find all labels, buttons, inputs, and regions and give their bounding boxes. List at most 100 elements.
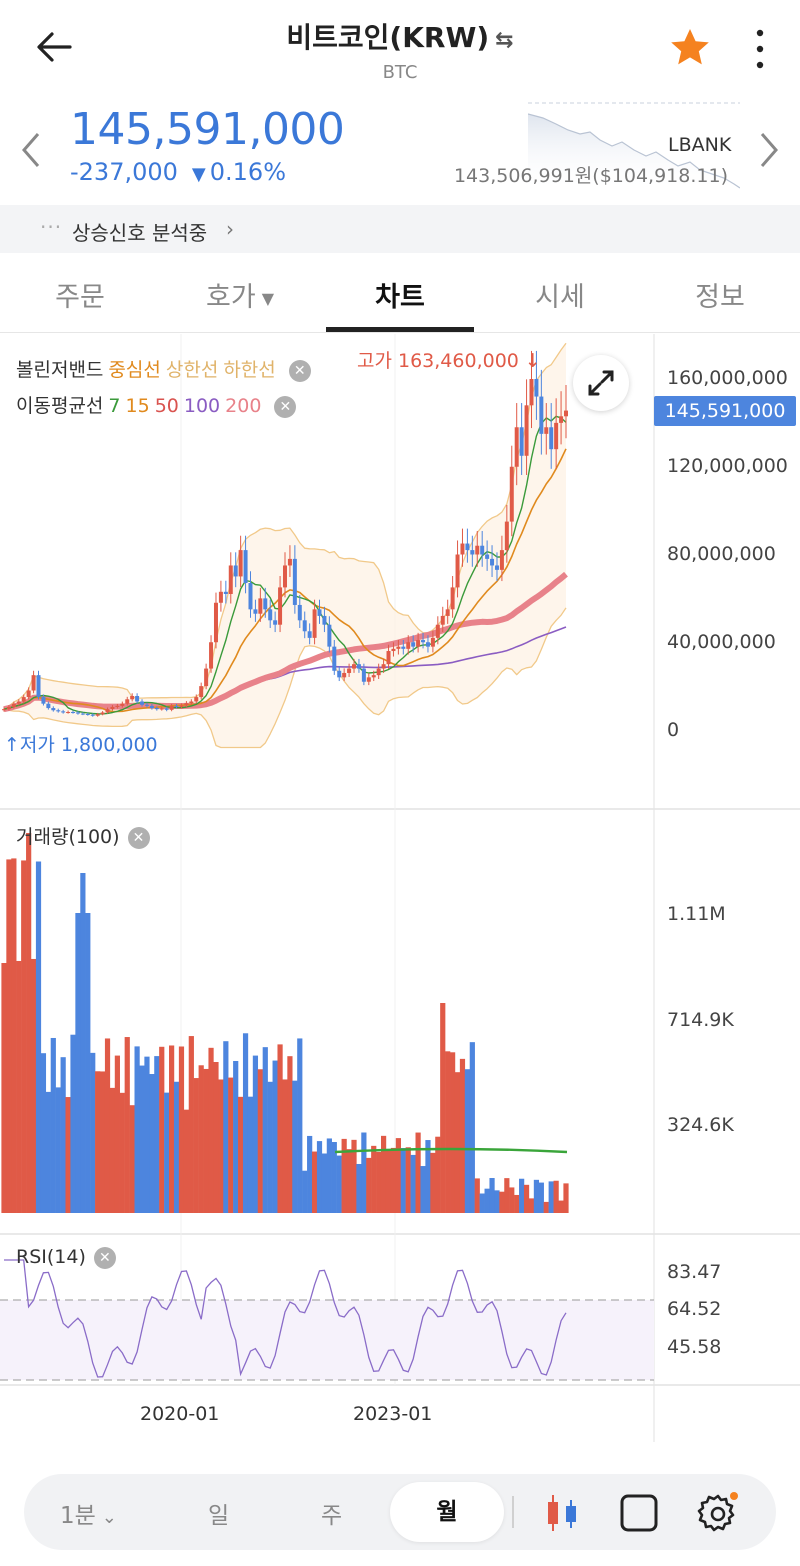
back-arrow-icon[interactable] — [30, 22, 80, 72]
tab-orderbook-label: 호가 — [206, 282, 256, 313]
candlestick-type-icon[interactable] — [542, 1492, 584, 1534]
candle-body — [455, 554, 460, 588]
candle-body — [302, 620, 307, 632]
candle-body — [322, 615, 327, 625]
candle-body — [292, 558, 297, 605]
chevron-right-icon: › — [226, 217, 234, 241]
rsi-line — [4, 1259, 567, 1378]
volume-bar — [26, 833, 32, 1213]
tab-chart[interactable]: 차트 — [375, 282, 425, 313]
candle-body — [450, 587, 455, 610]
next-coin-chevron-icon[interactable] — [756, 130, 782, 170]
candle-body — [490, 558, 495, 566]
candle-body — [238, 550, 243, 577]
tab-order[interactable]: 주문 — [55, 282, 105, 313]
volume-bar — [90, 1052, 96, 1213]
caret-down-icon: ▼ — [261, 289, 274, 308]
candle-body — [391, 648, 396, 652]
expand-chart-button[interactable] — [573, 355, 629, 411]
divider — [512, 1496, 514, 1528]
tab-market[interactable]: 시세 — [535, 282, 585, 313]
volume-bar — [311, 1151, 318, 1213]
volume-bar — [114, 1055, 120, 1213]
ma-15-label: 15 — [125, 395, 150, 417]
candle-body — [559, 416, 564, 423]
swap-icon[interactable]: ⇆ — [495, 28, 514, 53]
close-ma-icon[interactable]: ✕ — [274, 395, 297, 418]
price-chart-svg[interactable] — [0, 334, 800, 1442]
candle-body — [278, 587, 283, 625]
candle-body — [149, 705, 154, 709]
candle-body — [283, 565, 287, 588]
high-price-label: 고가 163,460,000 ↓ — [357, 346, 541, 373]
volume-bar — [80, 873, 86, 1213]
volume-bar — [371, 1145, 377, 1213]
fullscreen-icon[interactable] — [618, 1492, 660, 1534]
tab-info[interactable]: 정보 — [695, 282, 745, 313]
prev-coin-chevron-icon[interactable] — [18, 130, 44, 170]
volume-bar — [489, 1178, 495, 1213]
candle-body — [435, 624, 440, 638]
interval-dropdown[interactable]: 1분 ⌄ — [60, 1496, 117, 1530]
volume-bar — [139, 1065, 145, 1213]
volume-bar — [1, 963, 7, 1213]
volume-bar — [366, 1157, 372, 1213]
volume-bar — [474, 1178, 480, 1213]
candle-body — [273, 620, 278, 625]
candle-body — [115, 705, 120, 707]
candle-body — [213, 602, 218, 643]
volume-bar — [563, 1183, 569, 1213]
volume-bar — [129, 1105, 135, 1213]
low-price-label: ↑저가 1,800,000 — [4, 730, 158, 757]
volume-bar — [85, 913, 91, 1213]
volume-bar — [376, 1151, 382, 1213]
candle-body — [470, 550, 475, 555]
tab-bar: 주문 호가 ▼ 차트 시세 정보 — [0, 253, 800, 333]
candle-body — [6, 706, 11, 710]
signal-bar[interactable]: ··· 상승신호 분석중 › — [0, 205, 800, 253]
candle-body — [401, 646, 406, 649]
bb-lower-label: 하한선 — [223, 359, 276, 381]
candle-body — [371, 675, 376, 678]
ma-50-label: 50 — [154, 395, 179, 417]
candle-body — [194, 697, 199, 702]
volume-ma-line — [334, 1147, 568, 1154]
bollinger-legend: 볼린저밴드 중심선 상한선 하한선 ✕ — [16, 355, 316, 382]
more-options-icon[interactable] — [745, 26, 775, 72]
tab-orderbook[interactable]: 호가 ▼ — [160, 275, 320, 314]
candle-body — [41, 697, 46, 704]
candle-body — [361, 668, 366, 682]
settings-gear-icon[interactable] — [694, 1488, 742, 1536]
volume-bar — [134, 1046, 140, 1213]
interval-week-button[interactable]: 주 — [321, 1503, 343, 1529]
y-tick-label: 120,000,000 — [667, 455, 788, 477]
volume-tick-label: 714.9K — [667, 1009, 734, 1031]
bb-mid-label: 중심선 — [108, 359, 161, 381]
chart-area[interactable] — [0, 334, 800, 1442]
close-rsi-icon[interactable]: ✕ — [93, 1246, 116, 1269]
candle-body — [26, 690, 31, 698]
interval-month-button[interactable]: 월 — [390, 1482, 504, 1542]
volume-bar — [198, 1065, 204, 1213]
bollinger-lower-line — [3, 607, 567, 749]
candle-body — [36, 675, 41, 698]
volume-bar — [494, 1190, 500, 1213]
ma-200-label: 200 — [225, 395, 262, 417]
ma-100-label: 100 — [183, 395, 221, 417]
volume-bar — [553, 1180, 559, 1213]
candle-body — [2, 709, 6, 711]
volume-bar — [282, 1079, 288, 1213]
volume-bar — [504, 1178, 510, 1213]
volume-legend: 거래량(100) ✕ — [16, 822, 150, 849]
volume-bar — [267, 1081, 273, 1213]
close-volume-icon[interactable]: ✕ — [127, 826, 150, 849]
close-bollinger-icon[interactable]: ✕ — [288, 359, 311, 382]
candle-body — [376, 668, 381, 676]
candle-body — [386, 651, 391, 665]
volume-bar — [395, 1138, 401, 1213]
interval-day-button[interactable]: 일 — [208, 1503, 230, 1529]
volume-bar — [331, 1142, 337, 1213]
down-triangle-icon: ▼ — [191, 164, 206, 185]
volume-bar — [208, 1047, 214, 1213]
favorite-star-icon[interactable] — [668, 26, 712, 70]
